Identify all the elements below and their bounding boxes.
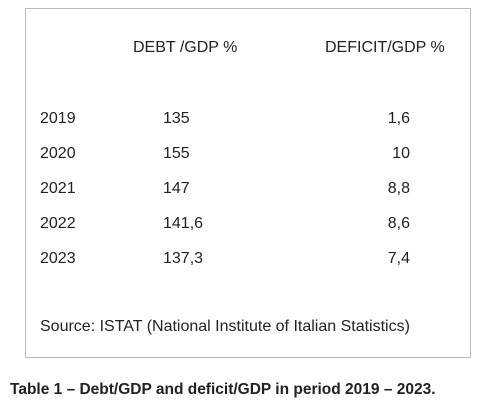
column-header: DEFICIT/GDP % (325, 39, 445, 56)
deficit-cell: 8,8 (387, 180, 410, 197)
deficit-cell: 7,4 (387, 250, 410, 267)
column-header: DEBT /GDP % (133, 39, 238, 56)
debt-cell: 137,3 (163, 250, 204, 267)
source-note: Source: ISTAT (National Institute of Ita… (40, 318, 410, 335)
debt-cell: 141,6 (163, 215, 204, 232)
deficit-cell: 8,6 (387, 215, 410, 232)
debt-cell: 135 (163, 110, 190, 127)
caption: Table 1 – Debt/GDP and deficit/GDP in pe… (10, 381, 436, 398)
year-cell: 2020 (40, 145, 76, 162)
debt-cell: 147 (163, 180, 190, 197)
year-cell: 2021 (40, 180, 76, 197)
deficit-cell: 10 (392, 145, 410, 162)
year-cell: 2022 (40, 215, 76, 232)
year-cell: 2023 (40, 250, 76, 267)
deficit-cell: 1,6 (387, 110, 410, 127)
year-cell: 2019 (40, 110, 76, 127)
table-box: DEBT /GDP % DEFICIT/GDP % Source: ISTAT … (25, 8, 471, 358)
debt-cell: 155 (163, 145, 190, 162)
